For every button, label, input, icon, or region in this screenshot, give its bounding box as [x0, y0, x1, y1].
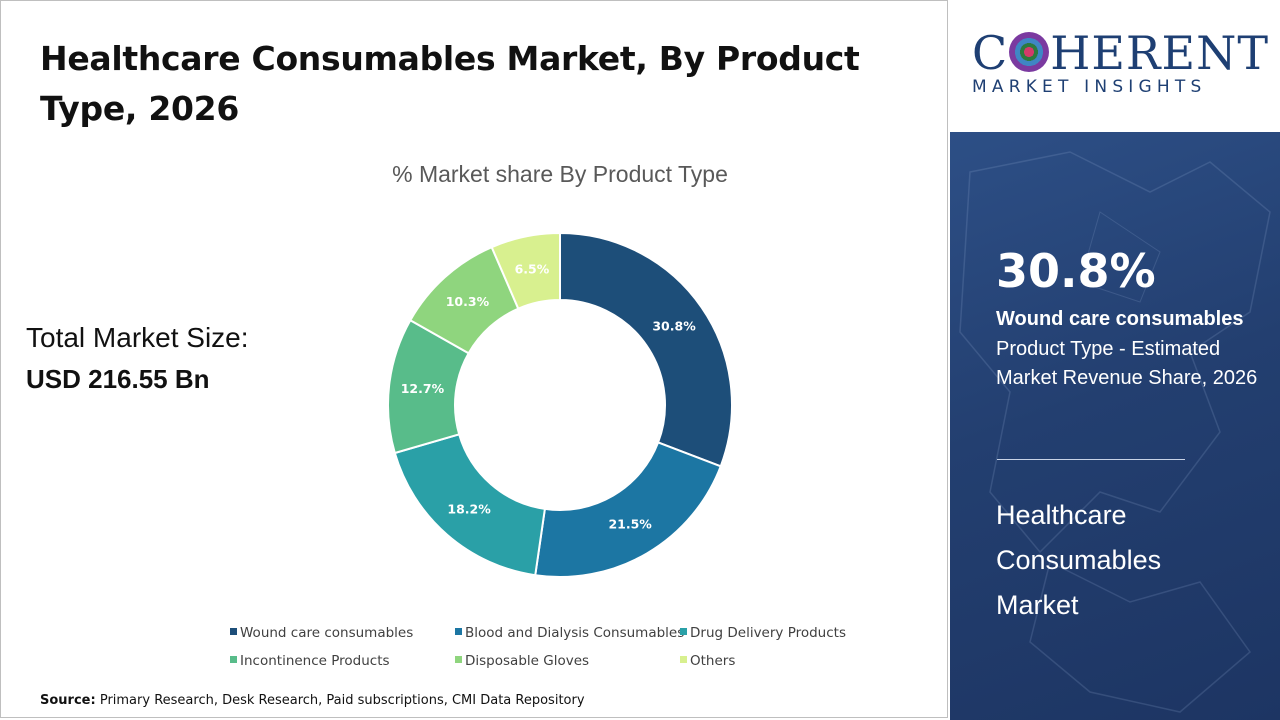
legend-swatch: [230, 628, 237, 635]
legend-swatch: [680, 628, 687, 635]
slice-label: 18.2%: [447, 501, 491, 516]
logo: C HERENT MARKET INSIGHTS: [950, 0, 1280, 132]
highlight-description: Product Type - Estimated Market Revenue …: [996, 338, 1258, 389]
legend-item: Disposable Gloves: [455, 653, 589, 669]
chart-legend: Wound care consumables Blood and Dialysis…: [230, 625, 846, 669]
legend-swatch: [680, 656, 687, 663]
chart-title: % Market share By Product Type: [392, 161, 728, 187]
highlight-segment: Wound care consumables: [996, 308, 1244, 330]
legend-item: Wound care consumables: [230, 625, 413, 641]
chart-frame: [0, 0, 948, 718]
legend-swatch: [230, 656, 237, 663]
legend-label: Others: [690, 653, 735, 669]
donut-slice: [534, 441, 722, 578]
total-market-label: Total Market Size:: [26, 322, 249, 353]
legend-item: Drug Delivery Products: [680, 625, 846, 641]
divider: [997, 459, 1185, 460]
logo-prefix: C: [972, 26, 1009, 80]
legend-label: Disposable Gloves: [465, 653, 589, 669]
logo-globe-icon: [1009, 32, 1050, 72]
slice-label: 12.7%: [401, 381, 445, 396]
legend-swatch: [455, 656, 462, 663]
legend-label: Wound care consumables: [240, 625, 413, 641]
source-text: Primary Research, Desk Research, Paid su…: [99, 693, 585, 708]
donut-chart: % Market share By Product Type 30.8% 21.5…: [230, 161, 846, 669]
legend-item: Others: [680, 653, 735, 669]
source-label: Source:: [40, 693, 96, 708]
slice-label: 6.5%: [515, 261, 550, 276]
total-market-value: USD 216.55 Bn: [26, 364, 210, 394]
highlight-percent: 30.8%: [996, 244, 1156, 298]
source-note: Source: Primary Research, Desk Research,…: [40, 693, 585, 708]
slice-label: 10.3%: [446, 294, 490, 309]
legend-swatch: [455, 628, 462, 635]
slice-labels: 30.8% 21.5% 18.2% 12.7% 10.3% 6.5%: [401, 261, 696, 531]
donut-slice: [490, 231, 561, 310]
logo-suffix: HERENT: [1050, 26, 1270, 80]
page-title: Healthcare Consumables Market, By Produc…: [40, 39, 860, 128]
map-texture: [959, 151, 1271, 713]
legend-label: Blood and Dialysis Consumables: [465, 625, 684, 641]
logo-tagline: MARKET INSIGHTS: [972, 77, 1207, 97]
legend-label: Incontinence Products: [240, 653, 390, 669]
legend-item: Blood and Dialysis Consumables: [455, 625, 684, 641]
slice-label: 30.8%: [652, 318, 696, 333]
donut-slice: [559, 231, 733, 468]
highlight-panel: 30.8% Wound care consumables Product Typ…: [950, 132, 1280, 720]
donut-slices: [387, 231, 733, 578]
legend-item: Incontinence Products: [230, 653, 390, 669]
slice-label: 21.5%: [608, 516, 652, 531]
market-name: Healthcare Consumables Market: [996, 500, 1162, 620]
legend-label: Drug Delivery Products: [690, 625, 846, 641]
logo-wordmark: C HERENT: [972, 28, 1269, 78]
